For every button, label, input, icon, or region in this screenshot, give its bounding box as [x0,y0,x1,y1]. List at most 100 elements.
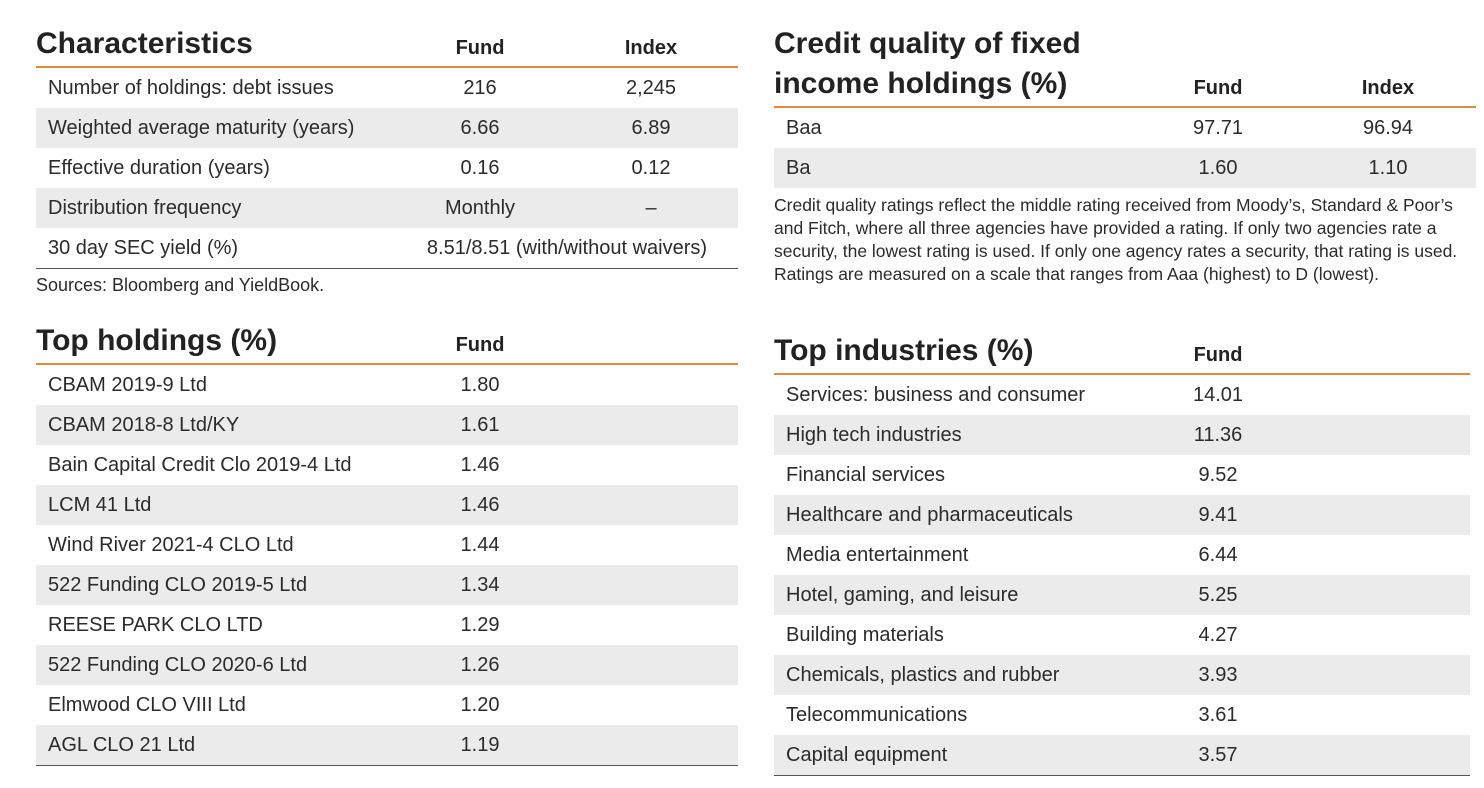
table-row: CBAM 2018-8 Ltd/KY 1.61 [36,405,738,445]
table-row: Ba 1.60 1.10 [774,148,1476,188]
top-industries-title: Top industries (%) [774,334,1034,367]
row-index-value: 0.12 [631,157,671,179]
row-label: Distribution frequency [48,197,242,219]
top-holdings-header: Top holdings (%) Fund [36,321,738,365]
row-fund-value: 4.27 [1198,624,1238,646]
row-label: Bain Capital Credit Clo 2019-4 Ltd [48,454,352,476]
top-industries-section: Top industries (%) Fund Services: busine… [774,331,1470,776]
row-label: Capital equipment [786,744,948,766]
table-row: Financial services 9.52 [774,455,1470,495]
row-fund-value: 6.66 [460,117,500,139]
row-label: Chemicals, plastics and rubber [786,664,1060,686]
sources-note: Sources: Bloomberg and YieldBook. [36,275,325,295]
row-label: Hotel, gaming, and leisure [786,584,1019,606]
row-label: Media entertainment [786,544,969,566]
row-label: Ba [786,157,811,179]
row-fund-value: 1.34 [460,574,500,596]
characteristics-col-fund: Fund [455,37,505,59]
row-label: 522 Funding CLO 2019-5 Ltd [48,574,308,596]
row-label: Telecommunications [786,704,968,726]
row-fund-value: 1.46 [460,494,500,516]
row-label: 30 day SEC yield (%) [48,237,239,259]
row-fund-value: 0.16 [460,157,500,179]
sec-yield-value: 8.51/8.51 (with/without waivers) [426,237,708,259]
row-label: CBAM 2019-9 Ltd [48,374,207,396]
row-index-value: 1.10 [1368,157,1408,179]
row-label: Wind River 2021-4 CLO Ltd [48,534,294,556]
row-index-value: 96.94 [1362,117,1414,139]
characteristics-header: Characteristics Fund Index [36,24,738,68]
table-row: Healthcare and pharmaceuticals 9.41 [774,495,1470,535]
table-row: Chemicals, plastics and rubber 3.93 [774,655,1470,695]
row-label: Healthcare and pharmaceuticals [786,504,1073,526]
row-fund-value: 9.52 [1198,464,1238,486]
top-holdings-col-fund: Fund [455,334,505,356]
table-row: Wind River 2021-4 CLO Ltd 1.44 [36,525,738,565]
table-row: 522 Funding CLO 2019-5 Ltd 1.34 [36,565,738,605]
row-fund-value: 3.61 [1198,704,1238,726]
row-label: High tech industries [786,424,962,446]
top-holdings-title: Top holdings (%) [36,324,278,357]
row-fund-value: 3.57 [1198,744,1238,766]
row-fund-value: 1.19 [460,734,500,756]
row-label: Weighted average maturity (years) [48,117,355,139]
characteristics-section: Characteristics Fund Index Number of hol… [36,24,738,297]
table-row: 30 day SEC yield (%) 8.51/8.51 (with/wit… [36,228,738,269]
row-label: Effective duration (years) [48,157,270,179]
table-row: REESE PARK CLO LTD 1.29 [36,605,738,645]
row-fund-value: 1.80 [460,374,500,396]
row-label: 522 Funding CLO 2020-6 Ltd [48,654,308,676]
row-fund-value: 1.60 [1198,157,1238,179]
characteristics-col-index: Index [624,37,678,59]
row-label: Services: business and consumer [786,384,1086,406]
row-label: CBAM 2018-8 Ltd/KY [48,414,240,436]
table-row: Services: business and consumer 14.01 [774,375,1470,415]
row-label: Financial services [786,464,945,486]
table-row: Distribution frequency Monthly – [36,188,738,228]
row-fund-value: 1.61 [460,414,500,436]
table-row: Number of holdings: debt issues 216 2,24… [36,68,738,108]
row-index-value: 6.89 [631,117,671,139]
table-row: Bain Capital Credit Clo 2019-4 Ltd 1.46 [36,445,738,485]
table-row: Building materials 4.27 [774,615,1470,655]
row-label: LCM 41 Ltd [48,494,152,516]
row-index-value: – [645,197,657,219]
table-row: High tech industries 11.36 [774,415,1470,455]
credit-quality-title-line2: income holdings (%) [774,67,1068,100]
row-fund-value: 216 [463,77,497,99]
row-label: REESE PARK CLO LTD [48,614,263,636]
row-fund-value: 5.25 [1198,584,1238,606]
top-industries-header: Top industries (%) Fund [774,331,1470,375]
row-label: Number of holdings: debt issues [48,77,334,99]
row-fund-value: 97.71 [1192,117,1244,139]
credit-quality-note: Credit quality ratings reflect the middl… [774,195,1458,284]
row-label: AGL CLO 21 Ltd [48,734,196,756]
credit-quality-header: Credit quality of fixed income holdings … [774,24,1476,108]
row-fund-value: 11.36 [1193,424,1243,446]
row-fund-value: Monthly [444,197,516,219]
credit-quality-col-fund: Fund [1193,77,1243,99]
table-row: Effective duration (years) 0.16 0.12 [36,148,738,188]
credit-quality-col-index: Index [1361,77,1415,99]
row-fund-value: 6.44 [1198,544,1238,566]
table-row: Capital equipment 3.57 [774,735,1470,776]
table-row: CBAM 2019-9 Ltd 1.80 [36,365,738,405]
credit-quality-title-line1: Credit quality of fixed [774,27,1081,60]
row-fund-value: 1.29 [460,614,500,636]
row-fund-value: 9.41 [1198,504,1238,526]
credit-quality-section: Credit quality of fixed income holdings … [774,24,1476,286]
table-row: Weighted average maturity (years) 6.66 6… [36,108,738,148]
top-industries-col-fund: Fund [1193,344,1243,366]
table-row: LCM 41 Ltd 1.46 [36,485,738,525]
row-fund-value: 1.44 [460,534,500,556]
characteristics-title: Characteristics [36,27,253,60]
table-row: Elmwood CLO VIII Ltd 1.20 [36,685,738,725]
table-row: Media entertainment 6.44 [774,535,1470,575]
table-row: Baa 97.71 96.94 [774,108,1476,148]
row-label: Baa [786,117,822,139]
table-row: AGL CLO 21 Ltd 1.19 [36,725,738,766]
row-fund-value: 3.93 [1198,664,1238,686]
row-label: Building materials [786,624,944,646]
table-row: Telecommunications 3.61 [774,695,1470,735]
row-fund-value: 1.20 [460,694,500,716]
